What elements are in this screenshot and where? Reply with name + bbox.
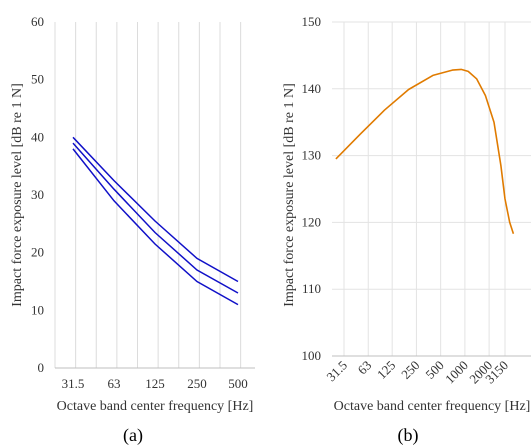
x-tick-label: 63 (355, 358, 375, 378)
x-tick-label: 250 (398, 358, 422, 382)
y-tick-label: 120 (302, 214, 322, 229)
y-tick-label: 20 (31, 245, 44, 260)
x-tick-label: 31.5 (62, 376, 85, 391)
y-tick-label: 110 (302, 281, 321, 296)
x-tick-label: 125 (374, 358, 398, 382)
panel-label: (a) (123, 425, 143, 446)
y-tick-label: 100 (302, 348, 322, 363)
series-line (72, 142, 239, 294)
y-tick-label: 50 (31, 72, 44, 87)
y-axis-label: Impact force exposure level [dB re 1 N] (10, 83, 25, 307)
x-tick-label: 31.5 (323, 358, 350, 385)
series-line (72, 148, 239, 306)
x-axis-label: Octave band center frequency [Hz] (57, 399, 254, 414)
y-tick-label: 40 (31, 129, 44, 144)
series-line (72, 136, 239, 283)
y-tick-label: 150 (302, 14, 322, 29)
series-line (335, 68, 515, 235)
y-tick-label: 10 (31, 302, 44, 317)
x-tick-label: 1000 (442, 358, 471, 387)
y-tick-label: 30 (31, 187, 44, 202)
x-tick-label: 125 (145, 376, 165, 391)
y-tick-label: 130 (302, 148, 322, 163)
x-axis-label: Octave band center frequency [Hz] (334, 399, 531, 414)
panel-a-chart: 0 10 20 30 40 50 60 31.5 63 125 250 500 Octave band … (10, 14, 255, 446)
x-tick-label: 250 (187, 376, 207, 391)
y-tick-label: 0 (38, 360, 45, 375)
x-tick-label: 500 (228, 376, 248, 391)
y-tick-label: 140 (302, 81, 322, 96)
x-tick-label: 63 (108, 376, 121, 391)
y-tick-label: 60 (31, 14, 44, 29)
panel-label: (b) (398, 425, 419, 446)
y-axis-label: Impact force exposure level [dB re 1 N] (282, 83, 297, 307)
